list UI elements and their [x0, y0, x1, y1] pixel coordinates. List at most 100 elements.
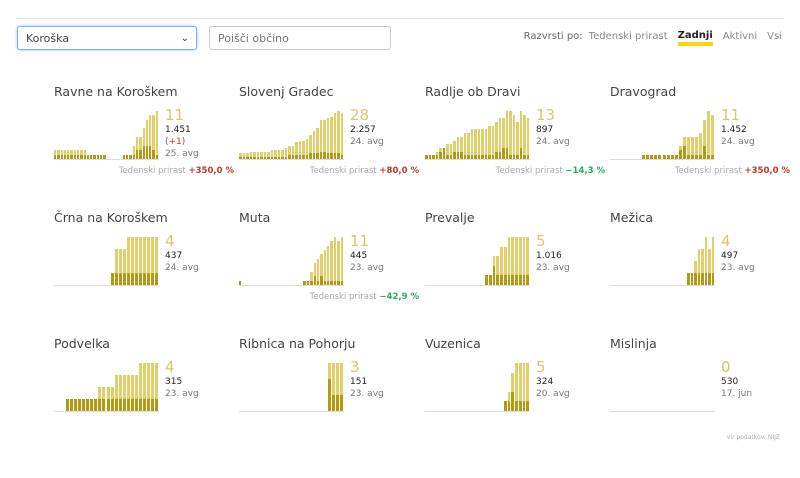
new-cases-bar: [103, 154, 106, 159]
municipality-card[interactable]: Prevalje 5 1.016 23. avg: [425, 210, 605, 320]
new-cases-bar: [155, 154, 158, 159]
active-bar: [295, 142, 298, 159]
active-bar: [319, 120, 322, 159]
sparkline-chart: [610, 361, 715, 412]
total-cases: 1.452: [721, 125, 747, 135]
municipality-card[interactable]: Mežica 4 497 23. avg: [610, 210, 790, 320]
new-cases-bar: [507, 275, 511, 285]
municipality-card[interactable]: Podvelka 4 315 23. avg: [54, 336, 234, 446]
active-bar: [477, 129, 480, 159]
new-cases-bar: [74, 399, 78, 411]
new-cases-bar: [118, 273, 122, 285]
sort-latest[interactable]: Zadnji: [677, 31, 713, 46]
total-cases: 445: [350, 251, 368, 261]
new-cases-bar: [470, 155, 473, 159]
new-cases-bar: [488, 155, 491, 159]
new-cases-bar: [295, 155, 298, 159]
active-bar: [515, 237, 518, 285]
sparkline-chart: [425, 235, 530, 286]
active-cases: 3: [350, 358, 360, 376]
new-cases-bar: [274, 157, 277, 159]
new-cases-bar: [139, 150, 142, 159]
new-cases-bar: [122, 273, 126, 285]
active-bar: [332, 363, 336, 411]
new-cases-bar: [57, 154, 60, 159]
new-cases-bar: [152, 150, 155, 159]
new-cases-bar: [320, 276, 323, 285]
active-bar: [126, 237, 130, 285]
sparkline-chart: [610, 235, 715, 286]
new-cases-bar: [505, 147, 508, 159]
sparkline-chart: [239, 361, 344, 412]
active-bar: [496, 256, 499, 285]
new-cases-bar: [467, 155, 470, 159]
last-date: 23. avg: [350, 263, 384, 273]
active-bar: [122, 375, 126, 411]
new-cases-bar: [303, 280, 306, 285]
new-cases-bar: [516, 155, 519, 159]
sort-active[interactable]: Aktivni: [722, 31, 758, 42]
active-bar: [453, 140, 456, 159]
sort-all[interactable]: Vsi: [767, 31, 782, 42]
region-select[interactable]: Koroška ⌄: [17, 26, 197, 50]
active-bar: [337, 111, 340, 159]
new-cases-bar: [340, 395, 343, 411]
new-cases-bar: [446, 155, 449, 159]
new-cases-bar: [239, 280, 242, 285]
new-cases-bar: [682, 145, 686, 159]
total-cases: 2.257: [350, 125, 376, 135]
active-bar: [152, 115, 155, 159]
growth-label: Tedenski prirast: [118, 166, 186, 176]
last-date: 24. avg: [721, 137, 755, 147]
active-cases: 4: [721, 232, 731, 250]
municipality-card[interactable]: Muta 11 445 23. avg Tedenski prirast −42,9…: [239, 210, 419, 320]
new-cases-bar: [86, 154, 90, 159]
new-cases-bar: [291, 155, 294, 159]
active-cases: 0: [721, 358, 731, 376]
active-bar: [118, 375, 122, 411]
new-cases-bar: [702, 145, 706, 159]
new-cases-bar: [319, 151, 322, 159]
new-cases-bar: [146, 273, 150, 285]
municipality-card[interactable]: Vuzenica 5 324 20. avg: [425, 336, 605, 446]
active-cases: 5: [536, 232, 546, 250]
new-cases-bar: [432, 155, 435, 159]
new-cases-bar: [654, 154, 658, 159]
new-cases-bar: [99, 154, 103, 159]
municipality-card[interactable]: Črna na Koroškem 4 437 24. avg: [54, 210, 234, 320]
active-bar: [336, 363, 340, 411]
new-cases-bar: [330, 280, 333, 285]
active-bar: [246, 153, 249, 159]
new-cases-bar: [150, 399, 154, 411]
municipality-card[interactable]: Radlje ob Dravi 13 897 24. avg Tedenski pr…: [425, 84, 605, 194]
new-cases-bar: [512, 155, 515, 159]
active-cases: 11: [350, 232, 370, 250]
active-bar: [150, 363, 154, 411]
data-source: vir podatkov: NIJZ: [726, 434, 780, 441]
active-bar: [126, 375, 130, 411]
municipality-search-input[interactable]: [209, 26, 391, 50]
municipality-card[interactable]: Ravne na Koroškem 11 1.451 (+1) 25. avg Ted…: [54, 84, 234, 194]
municipality-card[interactable]: Ribnica na Pohorju 3 151 23. avg: [239, 336, 419, 446]
active-bar: [511, 372, 514, 411]
new-cases-bar: [309, 153, 312, 159]
new-cases-bar: [496, 275, 499, 285]
new-cases-bar: [474, 155, 477, 159]
active-bar: [263, 151, 266, 159]
active-bar: [512, 114, 515, 159]
new-cases-bar: [697, 273, 700, 285]
municipality-card[interactable]: Mislinja 0 530 17. jun: [610, 336, 790, 446]
municipality-card[interactable]: Slovenj Gradec 28 2.257 24. avg Tedenski p…: [239, 84, 419, 194]
chevron-down-icon: ⌄: [180, 33, 189, 44]
new-cases-bar: [453, 151, 456, 159]
new-cases-bar: [132, 154, 136, 159]
municipality-card[interactable]: Dravograd 11 1.452 24. avg Tedenski priras…: [610, 84, 790, 194]
active-bar: [474, 129, 477, 159]
active-bar: [242, 153, 245, 159]
municipality-name: Radlje ob Dravi: [425, 84, 521, 99]
active-bar: [291, 146, 294, 159]
new-cases-bar: [522, 275, 526, 285]
sort-weekly-growth[interactable]: Tedenski prirast: [588, 31, 668, 42]
new-cases-bar: [326, 153, 329, 159]
sparkline-chart: [239, 109, 344, 160]
